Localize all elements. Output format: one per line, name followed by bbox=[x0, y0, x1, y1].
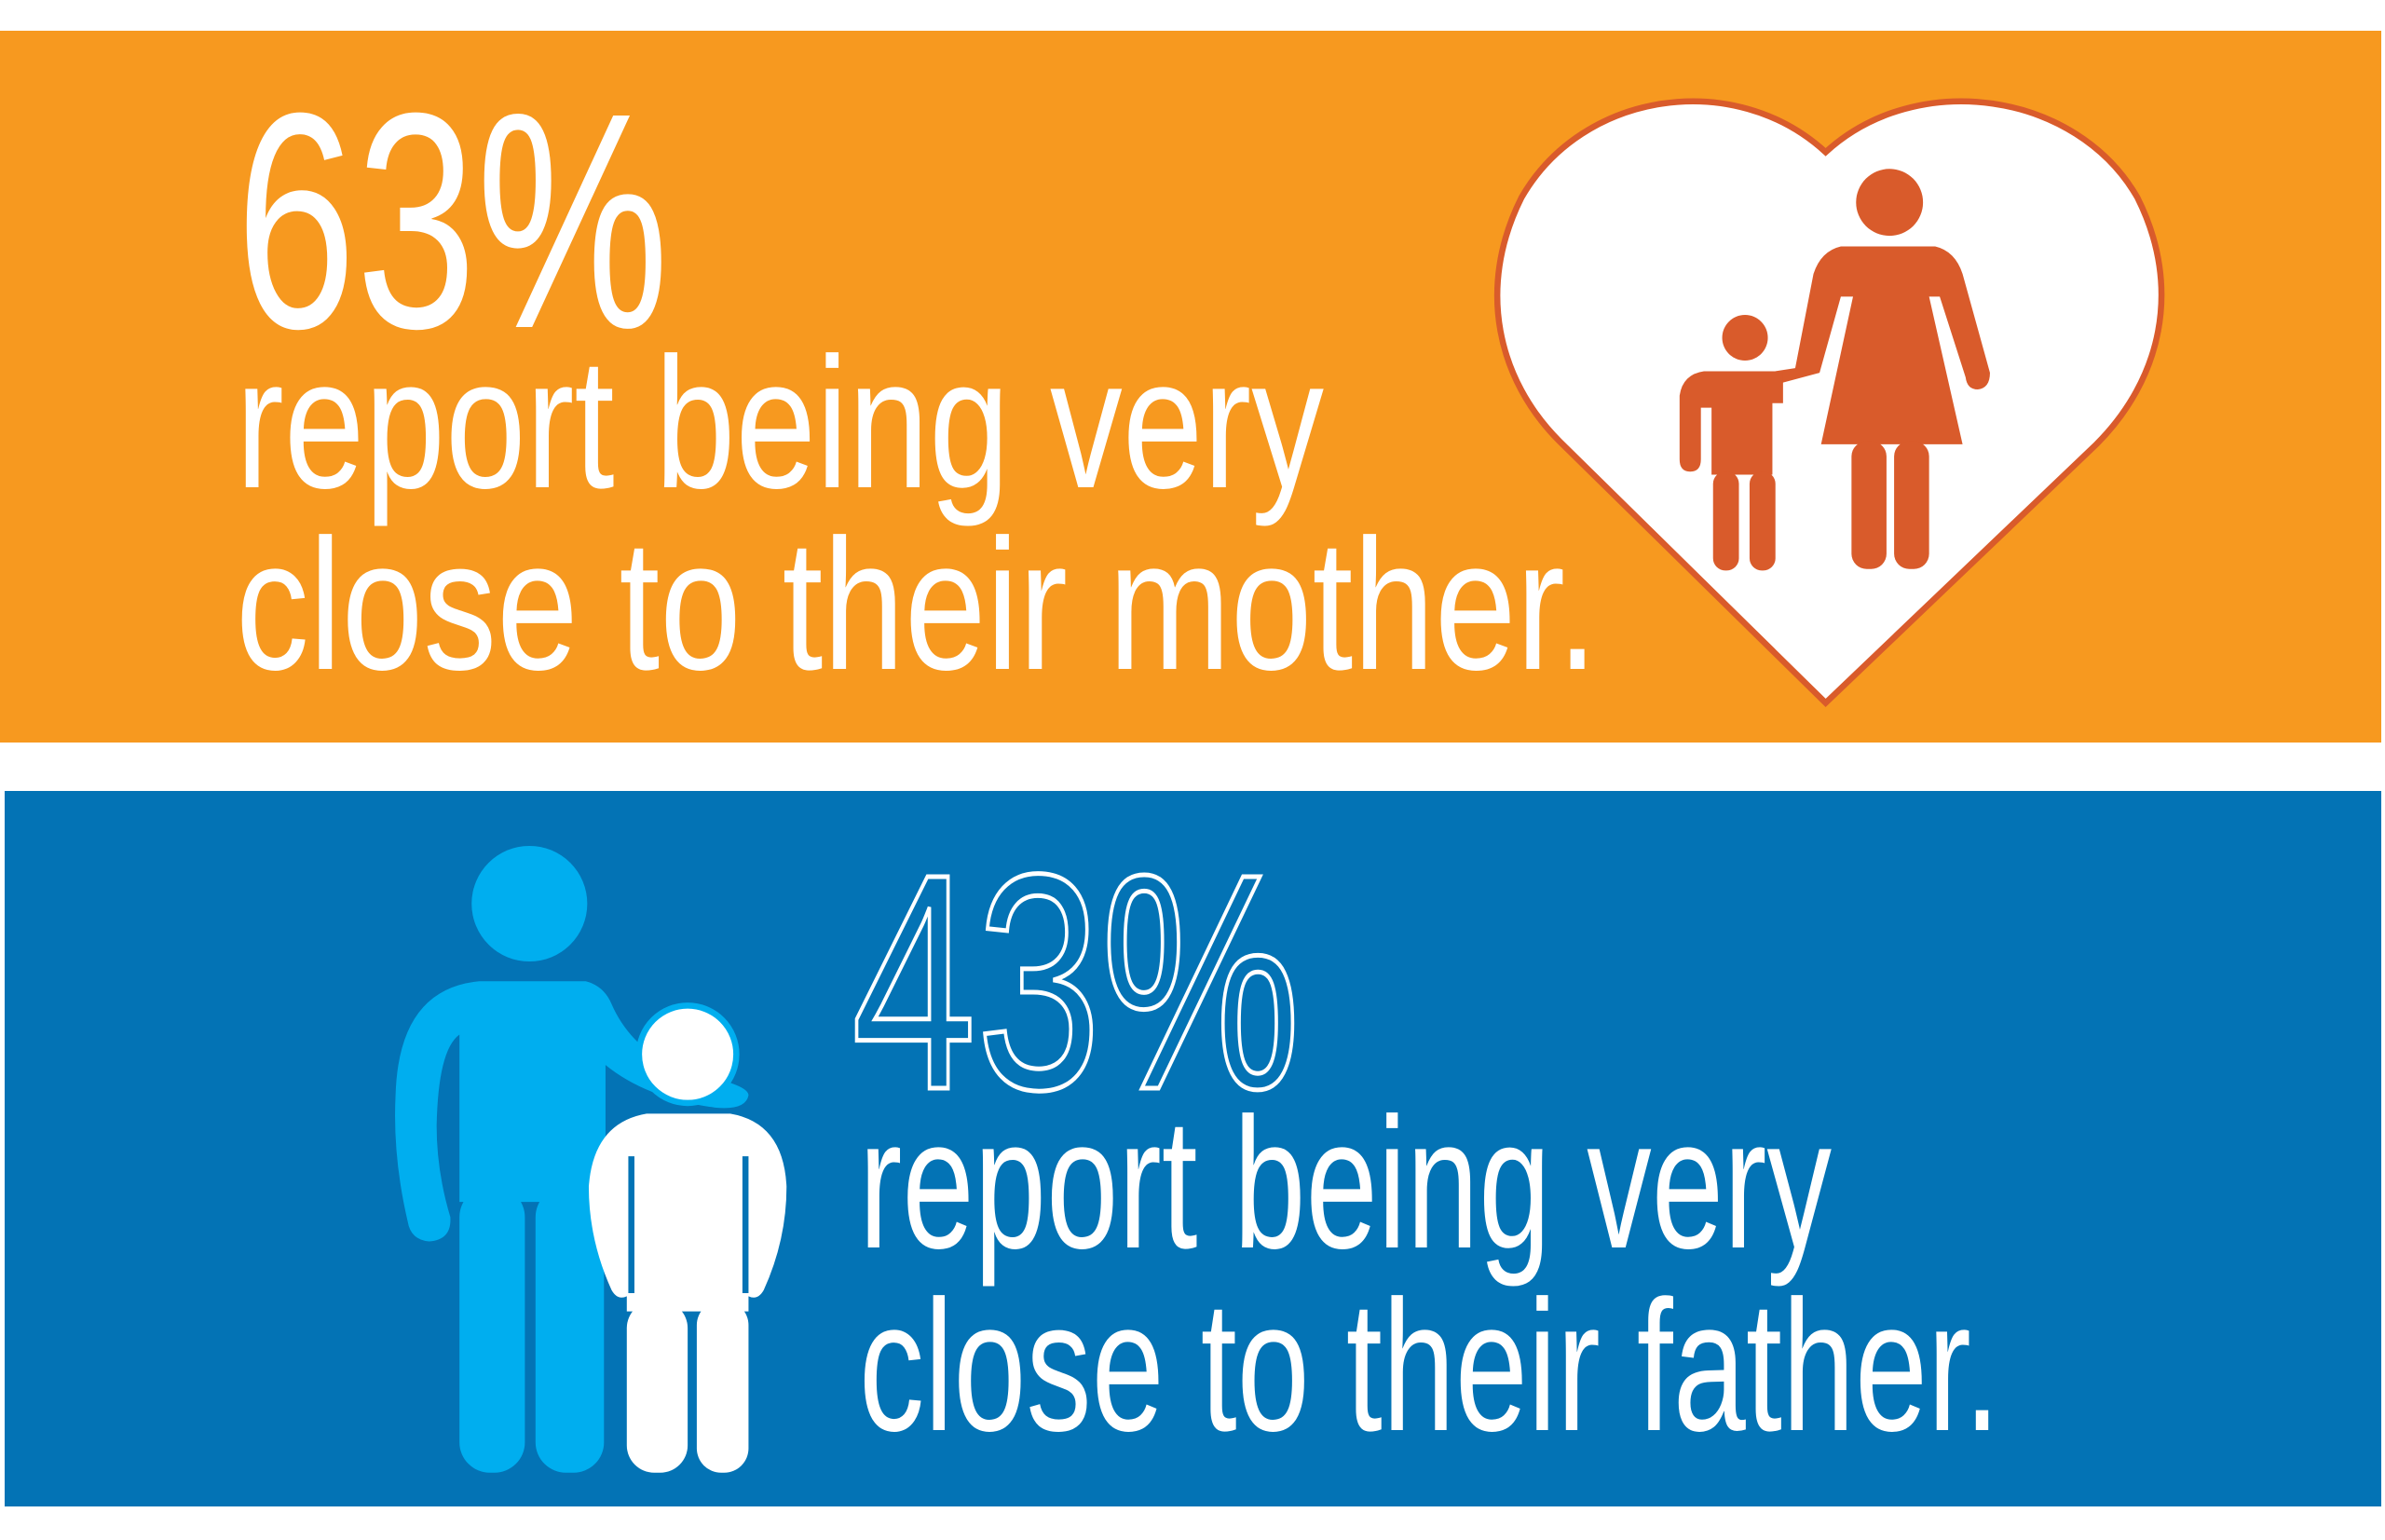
head bbox=[1722, 315, 1768, 361]
head bbox=[635, 1002, 740, 1107]
head bbox=[1856, 169, 1924, 237]
father-line: close to their father. bbox=[859, 1262, 2000, 1470]
leg bbox=[626, 1301, 688, 1473]
father-icon bbox=[395, 845, 787, 1473]
mother-line: report being very bbox=[236, 320, 1324, 527]
mother-figure bbox=[1765, 169, 1990, 569]
mother-line: close to their mother. bbox=[236, 501, 1598, 709]
leg bbox=[1749, 471, 1776, 571]
mother-stat: 63% bbox=[236, 48, 669, 392]
body bbox=[588, 1113, 787, 1312]
child-figure bbox=[1679, 315, 1783, 571]
mother-icon bbox=[1493, 98, 2165, 707]
body bbox=[1679, 371, 1783, 475]
leg bbox=[459, 1186, 525, 1473]
leg bbox=[1851, 441, 1887, 569]
body bbox=[395, 981, 749, 1242]
leg bbox=[1712, 471, 1739, 571]
leg bbox=[1894, 441, 1929, 569]
body bbox=[1765, 246, 1990, 444]
leg bbox=[696, 1301, 749, 1473]
father-figure bbox=[395, 845, 749, 1473]
head bbox=[471, 845, 588, 962]
leg bbox=[535, 1186, 605, 1473]
child-arm-lines bbox=[628, 1156, 749, 1294]
father-line: report being very bbox=[859, 1080, 1832, 1288]
father-stat: 43% bbox=[852, 810, 1301, 1153]
heart bbox=[1493, 98, 2165, 707]
child-figure bbox=[588, 1002, 787, 1473]
